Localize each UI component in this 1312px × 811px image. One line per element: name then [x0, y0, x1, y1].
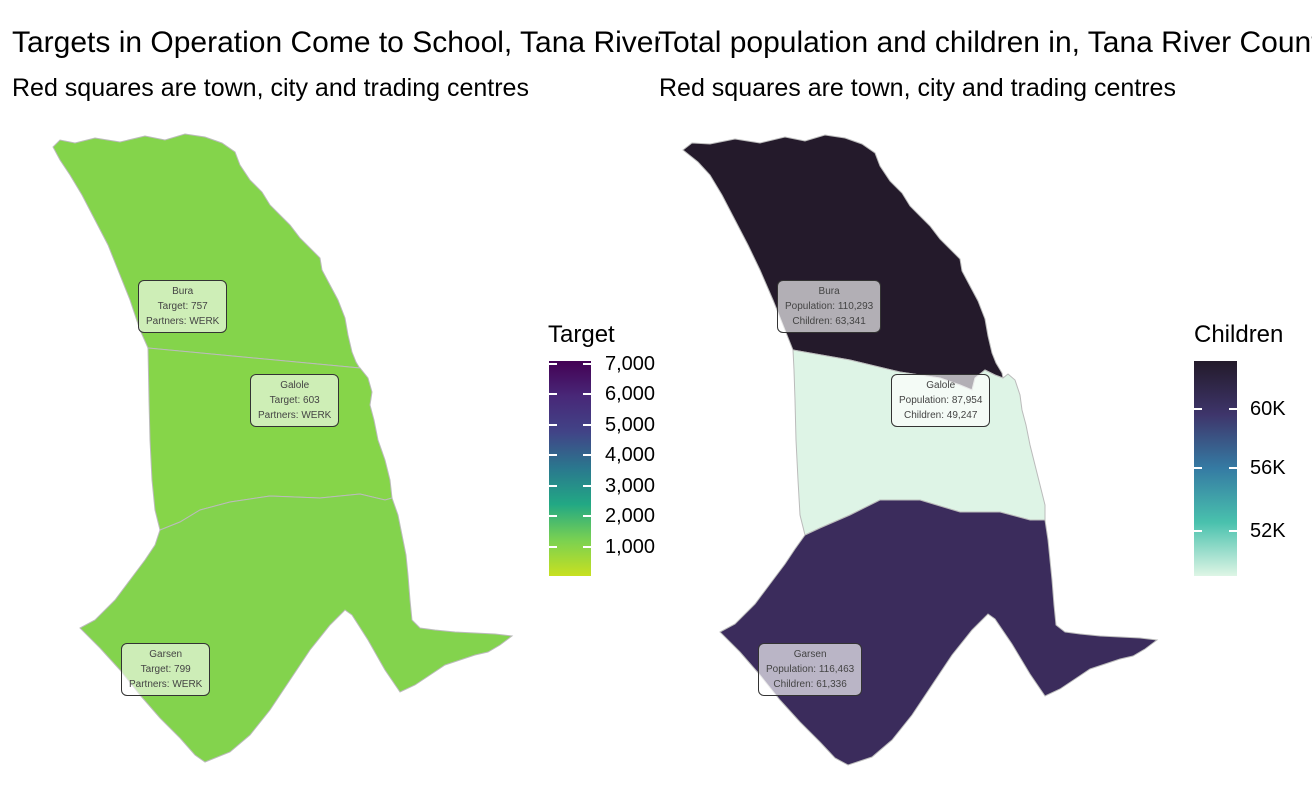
right-legend-tick-label: 56K	[1250, 457, 1286, 479]
right-legend-tick-mark	[1194, 530, 1202, 532]
left-legend-tick-mark	[583, 363, 591, 365]
region-bura-left	[52, 133, 363, 373]
left-map-subtitle: Red squares are town, city and trading c…	[12, 74, 529, 102]
left-legend-tick-mark	[549, 546, 557, 548]
label-galole-right: Galole Population: 87,954 Children: 49,2…	[891, 374, 991, 427]
left-legend-tick-mark	[549, 363, 557, 365]
right-legend-title: Children	[1194, 321, 1284, 348]
left-legend-tick-label: 6,000	[605, 383, 656, 405]
label-galole-right-name: Galole	[926, 380, 956, 391]
right-legend-tick-label: 52K	[1250, 520, 1286, 542]
left-legend-colorbar	[549, 361, 591, 576]
left-map-title: Targets in Operation Come to School, Tan…	[12, 26, 660, 59]
label-galole-left-target: Target: 603	[269, 395, 320, 406]
left-legend-tick-mark	[583, 454, 591, 456]
label-galole-right-children: Children: 49,247	[904, 410, 978, 421]
label-garsen-right-population: Population: 116,463	[766, 664, 855, 675]
left-legend-tick-label: 3,000	[605, 475, 656, 497]
label-garsen-left: Garsen Target: 799 Partners: WERK	[121, 643, 211, 696]
left-legend-tick-mark	[549, 454, 557, 456]
right-legend-tick-mark	[1194, 408, 1202, 410]
right-legend-tick-mark	[1194, 467, 1202, 469]
label-garsen-left-partners: Partners: WERK	[129, 679, 203, 690]
region-bura-right	[682, 134, 1004, 391]
right-legend-tick-mark	[1229, 530, 1237, 532]
label-galole-left-partners: Partners: WERK	[258, 410, 332, 421]
right-map-title: Total population and children in, Tana R…	[658, 26, 1312, 59]
label-bura-left-target: Target: 757	[157, 301, 208, 312]
label-garsen-right-name: Garsen	[793, 649, 827, 660]
left-legend-tick-mark	[583, 393, 591, 395]
label-garsen-left-name: Garsen	[149, 649, 183, 660]
left-legend-tick-mark	[549, 485, 557, 487]
label-garsen-right: Garsen Population: 116,463 Children: 61,…	[758, 643, 863, 696]
label-bura-left-name: Bura	[172, 286, 194, 297]
region-garsen-right	[719, 499, 1159, 766]
right-legend-tick-mark	[1229, 408, 1237, 410]
label-bura-right-population: Population: 110,293	[785, 301, 874, 312]
label-bura-left-partners: Partners: WERK	[146, 316, 220, 327]
left-legend-tick-label: 1,000	[605, 536, 656, 558]
label-bura-right: Bura Population: 110,293 Children: 63,34…	[777, 280, 882, 333]
left-legend-tick-label: 4,000	[605, 444, 656, 466]
label-galole-left: Galole Target: 603 Partners: WERK	[250, 374, 340, 427]
label-bura-right-children: Children: 63,341	[792, 316, 866, 327]
left-legend-tick-mark	[549, 424, 557, 426]
label-bura-left: Bura Target: 757 Partners: WERK	[138, 280, 228, 333]
left-legend-tick-mark	[549, 515, 557, 517]
left-legend-tick-mark	[583, 424, 591, 426]
left-legend-tick-mark	[583, 546, 591, 548]
right-legend-tick-label: 60K	[1250, 398, 1286, 420]
label-galole-right-population: Population: 87,954	[899, 395, 983, 406]
left-legend-tick-label: 5,000	[605, 414, 656, 436]
label-bura-right-name: Bura	[818, 286, 840, 297]
label-garsen-left-target: Target: 799	[140, 664, 191, 675]
label-galole-left-name: Galole	[280, 380, 310, 391]
left-legend-title: Target	[548, 321, 615, 348]
left-legend-tick-mark	[583, 515, 591, 517]
right-legend-tick-mark	[1229, 467, 1237, 469]
left-legend-tick-mark	[583, 485, 591, 487]
left-legend-tick-label: 2,000	[605, 505, 656, 527]
label-garsen-right-children: Children: 61,336	[773, 679, 847, 690]
left-legend-tick-mark	[549, 393, 557, 395]
right-map-subtitle: Red squares are town, city and trading c…	[659, 74, 1176, 102]
left-legend-tick-label: 7,000	[605, 353, 656, 375]
